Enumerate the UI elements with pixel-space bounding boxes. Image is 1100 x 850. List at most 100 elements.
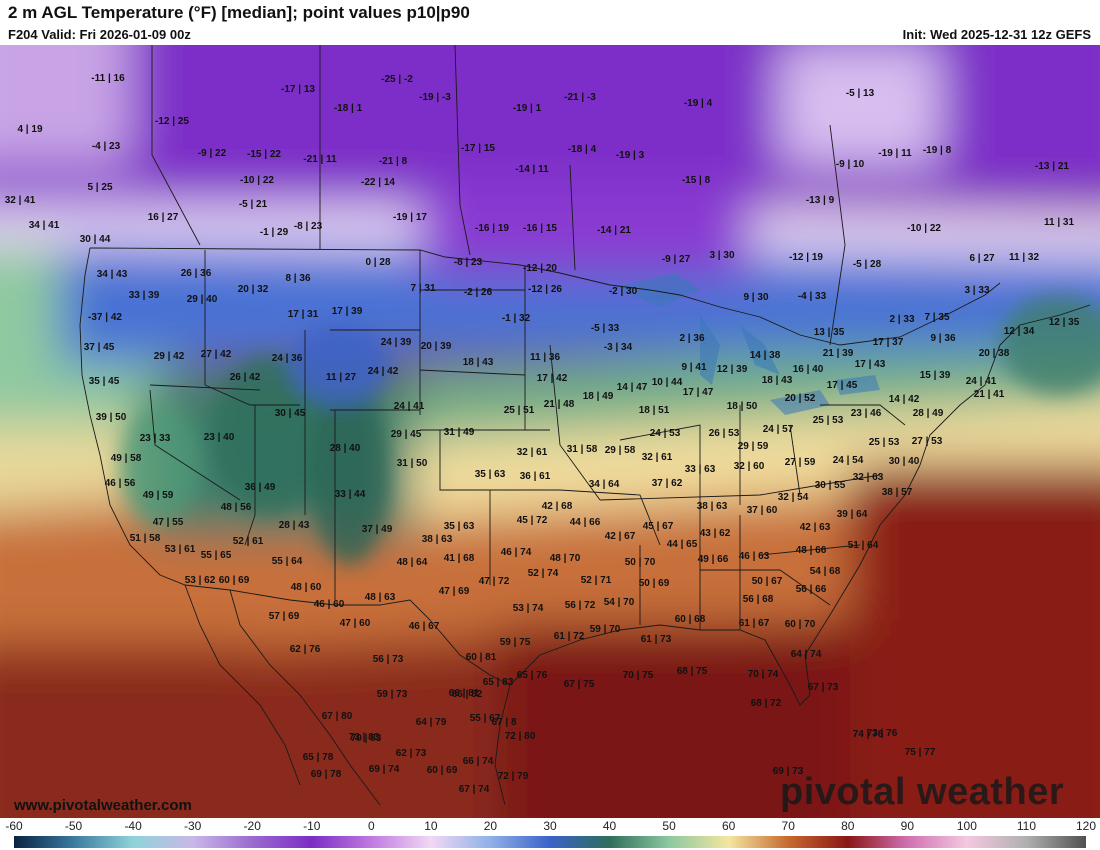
- point-value-label: 52 | 74: [528, 568, 559, 579]
- point-value-label: 49 | 66: [698, 554, 729, 565]
- point-value-label: 9 | 30: [743, 292, 768, 303]
- point-value-label: 67 | 74: [459, 784, 490, 795]
- point-value-label: 35 | 45: [89, 376, 120, 387]
- point-value-label: 21 | 48: [544, 399, 575, 410]
- color-scale-tick: 0: [367, 819, 375, 833]
- point-value-label: 12 | 34: [1004, 326, 1035, 337]
- point-value-label: 0 | 28: [365, 257, 390, 268]
- point-value-label: 47 | 60: [340, 618, 371, 629]
- point-value-label: -8 | 23: [454, 257, 483, 268]
- point-value-label: 17 | 39: [332, 306, 363, 317]
- map-canvas: -11 | 16 -17 | 13 -25 | -2 -19 | -3 -21 | -3…: [0, 45, 1100, 818]
- point-value-label: 62 | 73: [396, 748, 427, 759]
- point-value-label: 61 | 73: [641, 634, 672, 645]
- point-value-label: 68 | 72: [751, 698, 782, 709]
- point-value-label: 21 | 39: [823, 348, 854, 359]
- point-value-label: 17 | 37: [873, 337, 904, 348]
- point-value-label: 50 | 67: [752, 576, 783, 587]
- point-value-label: 33 | 39: [129, 290, 160, 301]
- point-value-label: 46 | 56: [105, 478, 136, 489]
- point-value-label: 6 | 27: [969, 253, 994, 264]
- point-value-label: 60 | 69: [427, 765, 458, 776]
- point-value-label: 42 | 67: [605, 531, 636, 542]
- point-value-label: -12 | 25: [155, 116, 189, 127]
- point-value-label: 62 | 76: [290, 644, 321, 655]
- point-value-label: 3 | 33: [964, 285, 989, 296]
- point-value-label: 61 | 67: [739, 618, 770, 629]
- point-value-label: 28 | 40: [330, 443, 361, 454]
- point-value-label: 73 | 76: [867, 728, 898, 739]
- point-value-label: 20 | 52: [785, 393, 816, 404]
- point-value-label: -12 | 26: [528, 284, 562, 295]
- point-value-label: 2 | 36: [679, 333, 704, 344]
- point-value-label: 12 | 35: [1049, 317, 1080, 328]
- point-value-label: 14 | 38: [750, 350, 781, 361]
- point-value-label: 36 | 49: [245, 482, 276, 493]
- point-value-label: 50 | 70: [625, 557, 656, 568]
- point-value-label: 43 | 62: [700, 528, 731, 539]
- point-value-label: 29 | 40: [187, 294, 218, 305]
- point-value-label: 31 | 50: [397, 458, 428, 469]
- point-value-label: 7 | 31: [410, 283, 435, 294]
- point-value-label: 46 | 74: [501, 547, 532, 558]
- point-value-label: 24 | 57: [763, 424, 794, 435]
- point-value-label: 65 | 76: [517, 670, 548, 681]
- point-value-label: 45 | 67: [643, 521, 674, 532]
- point-value-label: -16 | 15: [523, 223, 557, 234]
- point-value-label: 53 | 62: [185, 575, 216, 586]
- point-value-label: -19 | 4: [684, 98, 713, 109]
- point-value-label: -25 | -2: [381, 74, 413, 85]
- point-value-label: -21 | 11: [303, 154, 337, 165]
- point-value-label: -8 | 23: [294, 221, 323, 232]
- point-value-label: 47 | 69: [439, 586, 470, 597]
- point-value-label: 16 | 40: [793, 364, 824, 375]
- point-value-label: 54 | 70: [604, 597, 635, 608]
- color-scale-tick: -40: [124, 819, 142, 833]
- point-value-label: 49 | 58: [111, 453, 142, 464]
- map-title: 2 m AGL Temperature (°F) [median]; point…: [8, 3, 470, 22]
- color-scale-tick: 100: [956, 819, 977, 833]
- point-value-label: 24 | 36: [272, 353, 303, 364]
- point-value-label: 29 | 45: [391, 429, 422, 440]
- point-value-label: 59 | 73: [377, 689, 408, 700]
- point-value-label: 24 | 39: [381, 337, 412, 348]
- point-value-label: 70 | 83: [351, 733, 382, 744]
- point-value-label: -16 | 19: [475, 223, 509, 234]
- boundaries: [79, 45, 1091, 806]
- temperature-map[interactable]: -11 | 16 -17 | 13 -25 | -2 -19 | -3 -21 | -3…: [0, 45, 1100, 818]
- point-value-label: -2 | 30: [609, 286, 638, 297]
- point-value-label: 9 | 41: [681, 362, 706, 373]
- point-value-label: 61 | 72: [554, 631, 585, 642]
- point-value-label: 55 | 64: [272, 556, 303, 567]
- point-value-label: 11 | 32: [1009, 252, 1039, 263]
- point-value-label: 44 | 66: [570, 517, 601, 528]
- point-value-label: 67 | 80: [322, 711, 353, 722]
- point-value-label: -37 | 42: [88, 312, 122, 323]
- point-value-label: 28 | 43: [279, 520, 310, 531]
- point-value-label: 18 | 51: [639, 405, 670, 416]
- point-value-label: -1 | 29: [260, 227, 289, 238]
- terrain-detail: [120, 295, 1100, 565]
- point-value-label: -11 | 16: [91, 73, 125, 84]
- point-value-label: 10 | 44: [652, 377, 683, 388]
- point-value-label: 17 | 42: [537, 373, 568, 384]
- point-value-label: 25 | 53: [869, 437, 900, 448]
- point-value-label: 65 | 78: [303, 752, 334, 763]
- point-value-label: 57 | 69: [269, 611, 300, 622]
- point-value-label: 26 | 42: [230, 372, 261, 383]
- point-value-label: -5 | 33: [591, 323, 620, 334]
- color-scale-ticks: -60 -50 -40 -30 -20 -10 0 10 20 30 40 50 60 70 80 90 100…: [0, 818, 1100, 833]
- point-value-label: 12 | 39: [717, 364, 748, 375]
- point-value-label: 56 | 73: [373, 654, 404, 665]
- point-value-label: 55 | 67: [470, 713, 501, 724]
- point-value-label: -18 | 1: [334, 103, 363, 114]
- point-value-label: 60 | 70: [785, 619, 816, 630]
- point-value-label: 32 | 60: [734, 461, 765, 472]
- point-value-label: 28 | 49: [913, 408, 944, 419]
- point-value-label: 30 | 40: [889, 456, 920, 467]
- point-value-label: -5 | 28: [853, 259, 882, 270]
- point-value-label: -9 | 10: [836, 159, 865, 170]
- point-value-label: 56 | 68: [743, 594, 774, 605]
- point-value-label: 17 | 45: [827, 380, 858, 391]
- point-value-label: -9 | 22: [198, 148, 227, 159]
